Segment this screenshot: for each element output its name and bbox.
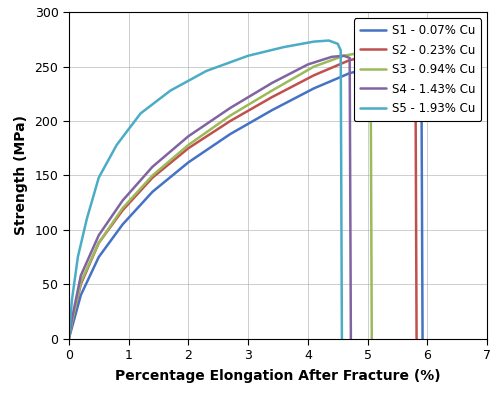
Y-axis label: Strength (MPa): Strength (MPa) <box>14 115 28 235</box>
X-axis label: Percentage Elongation After Fracture (%): Percentage Elongation After Fracture (%) <box>115 369 441 383</box>
Legend: S1 - 0.07% Cu, S2 - 0.23% Cu, S3 - 0.94% Cu, S4 - 1.43% Cu, S5 - 1.93% Cu: S1 - 0.07% Cu, S2 - 0.23% Cu, S3 - 0.94%… <box>354 18 481 121</box>
